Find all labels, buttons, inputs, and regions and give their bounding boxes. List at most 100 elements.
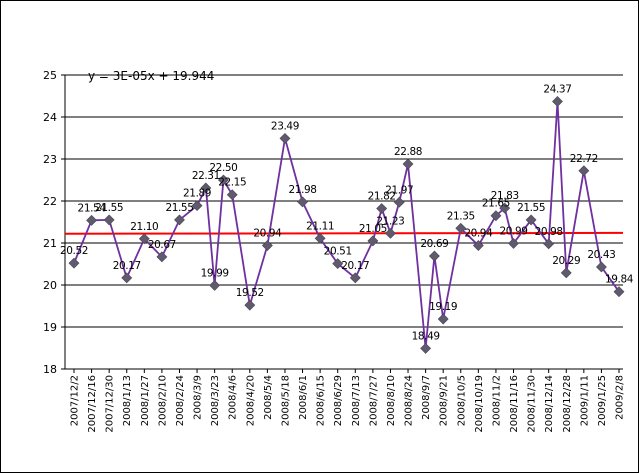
data-label: 20.17 bbox=[113, 260, 141, 272]
data-label: 19.84 bbox=[605, 274, 634, 286]
data-label: 20.69 bbox=[420, 238, 448, 250]
data-label: 21.65 bbox=[482, 198, 510, 210]
x-tick-label: 2007/12/2 bbox=[70, 375, 81, 426]
data-label: 21.82 bbox=[368, 191, 396, 203]
y-tick-label: 21 bbox=[43, 237, 57, 250]
x-tick-label: 2009/1/25 bbox=[597, 375, 608, 426]
data-point-marker bbox=[525, 214, 537, 226]
data-point-marker bbox=[218, 174, 229, 186]
data-label: 20.52 bbox=[60, 245, 88, 257]
y-tick-label: 19 bbox=[43, 321, 57, 334]
data-point-marker bbox=[226, 189, 238, 201]
data-label: 19.19 bbox=[429, 301, 457, 313]
data-point-marker bbox=[595, 261, 607, 273]
data-point-marker bbox=[578, 165, 590, 177]
data-label: 20.99 bbox=[499, 225, 527, 237]
x-tick-label: 2007/12/16 bbox=[87, 375, 98, 433]
data-label: 22.88 bbox=[394, 146, 422, 158]
data-label: 21.55 bbox=[95, 202, 123, 214]
x-tick-label: 2008/8/24 bbox=[404, 375, 415, 426]
data-point-marker bbox=[261, 240, 273, 251]
data-label: 20.98 bbox=[535, 226, 563, 238]
data-point-marker bbox=[613, 286, 625, 298]
x-tick-label: 2008/11/2 bbox=[491, 375, 502, 426]
series-markers bbox=[68, 96, 625, 354]
data-point-marker bbox=[428, 250, 440, 262]
x-tick-label: 2009/1/11 bbox=[579, 375, 590, 426]
data-label: 21.35 bbox=[447, 210, 475, 222]
data-point-marker bbox=[297, 196, 308, 208]
data-point-marker bbox=[376, 203, 388, 214]
data-label: 21.11 bbox=[306, 220, 334, 232]
x-tick-label: 2009/2/8 bbox=[615, 375, 626, 420]
data-point-marker bbox=[121, 272, 133, 284]
data-point-marker bbox=[138, 233, 150, 245]
x-tick-label: 2008/12/28 bbox=[562, 375, 573, 433]
x-tick-label: 2007/12/30 bbox=[105, 375, 116, 433]
trendline-equation: y = 3E-05x + 19.944 bbox=[88, 69, 214, 83]
data-label: 21.55 bbox=[165, 202, 193, 214]
data-label: 19.99 bbox=[201, 267, 229, 279]
data-point-marker bbox=[455, 222, 467, 234]
x-tick-label: 2008/2/10 bbox=[157, 375, 168, 426]
x-tick-label: 2008/11/30 bbox=[527, 375, 538, 433]
axes bbox=[61, 74, 623, 373]
data-point-marker bbox=[543, 238, 555, 250]
data-point-marker bbox=[508, 237, 519, 249]
data-label: 19.52 bbox=[236, 287, 264, 299]
x-tick-label: 2008/10/5 bbox=[456, 375, 467, 426]
data-label: 20.17 bbox=[341, 260, 369, 272]
x-tick-label: 2008/1/27 bbox=[140, 375, 151, 426]
data-point-marker bbox=[209, 279, 221, 291]
x-tick-label: 2008/6/29 bbox=[333, 375, 344, 426]
y-tick-label: 22 bbox=[43, 195, 57, 208]
gridlines bbox=[65, 74, 623, 328]
x-tick-label: 2008/11/16 bbox=[509, 375, 520, 433]
data-label: 21.54 bbox=[78, 202, 107, 214]
data-point-marker bbox=[420, 342, 432, 354]
data-label: 20.43 bbox=[587, 249, 615, 261]
x-tick-label: 2008/1/13 bbox=[122, 375, 133, 426]
data-label: 21.05 bbox=[359, 223, 387, 235]
x-tick-label: 2008/8/10 bbox=[386, 375, 397, 426]
data-point-marker bbox=[552, 96, 563, 107]
data-point-marker bbox=[200, 182, 212, 194]
x-tick-label: 2008/6/1 bbox=[298, 375, 309, 420]
x-tick-label: 2008/10/19 bbox=[474, 375, 485, 433]
y-tick-label: 20 bbox=[43, 279, 57, 292]
data-label: 21.55 bbox=[517, 202, 545, 214]
data-label: 22.72 bbox=[570, 153, 598, 165]
data-label: 20.29 bbox=[552, 255, 580, 267]
data-point-marker bbox=[472, 240, 484, 251]
data-label: 22.31 bbox=[192, 170, 220, 182]
data-point-marker bbox=[103, 214, 115, 226]
data-point-marker bbox=[68, 257, 80, 269]
x-tick-label: 2008/6/15 bbox=[316, 375, 327, 426]
data-label: 20.94 bbox=[253, 228, 282, 240]
data-label: 22.15 bbox=[218, 177, 246, 189]
data-point-marker bbox=[349, 272, 361, 284]
data-label: 20.67 bbox=[148, 239, 176, 251]
x-tick-label: 2008/5/4 bbox=[263, 375, 274, 420]
data-point-marker bbox=[191, 200, 203, 212]
x-tick-label: 2008/7/13 bbox=[351, 375, 362, 426]
data-point-marker bbox=[393, 196, 405, 208]
data-label: 20.51 bbox=[324, 246, 352, 258]
data-label: 21.97 bbox=[385, 184, 413, 196]
trendline-line bbox=[64, 231, 624, 235]
x-tick-label: 2008/2/24 bbox=[175, 375, 186, 426]
y-tick-labels: 18 19 20 21 22 23 24 25 bbox=[43, 69, 57, 376]
data-point-marker bbox=[279, 132, 291, 144]
data-label: 21.83 bbox=[491, 190, 519, 202]
x-tick-label: 2008/12/14 bbox=[544, 375, 555, 433]
data-label: 21.23 bbox=[376, 215, 404, 227]
x-tick-labels: 2007/12/2 2007/12/16 2007/12/30 2008/1/13 20… bbox=[70, 375, 626, 433]
data-point-marker bbox=[367, 235, 379, 247]
data-label: 23.49 bbox=[271, 120, 299, 132]
data-label: 22.50 bbox=[209, 162, 237, 174]
data-point-marker bbox=[156, 251, 168, 263]
x-tick-label: 2008/9/7 bbox=[421, 375, 432, 420]
data-point-marker bbox=[499, 202, 511, 214]
